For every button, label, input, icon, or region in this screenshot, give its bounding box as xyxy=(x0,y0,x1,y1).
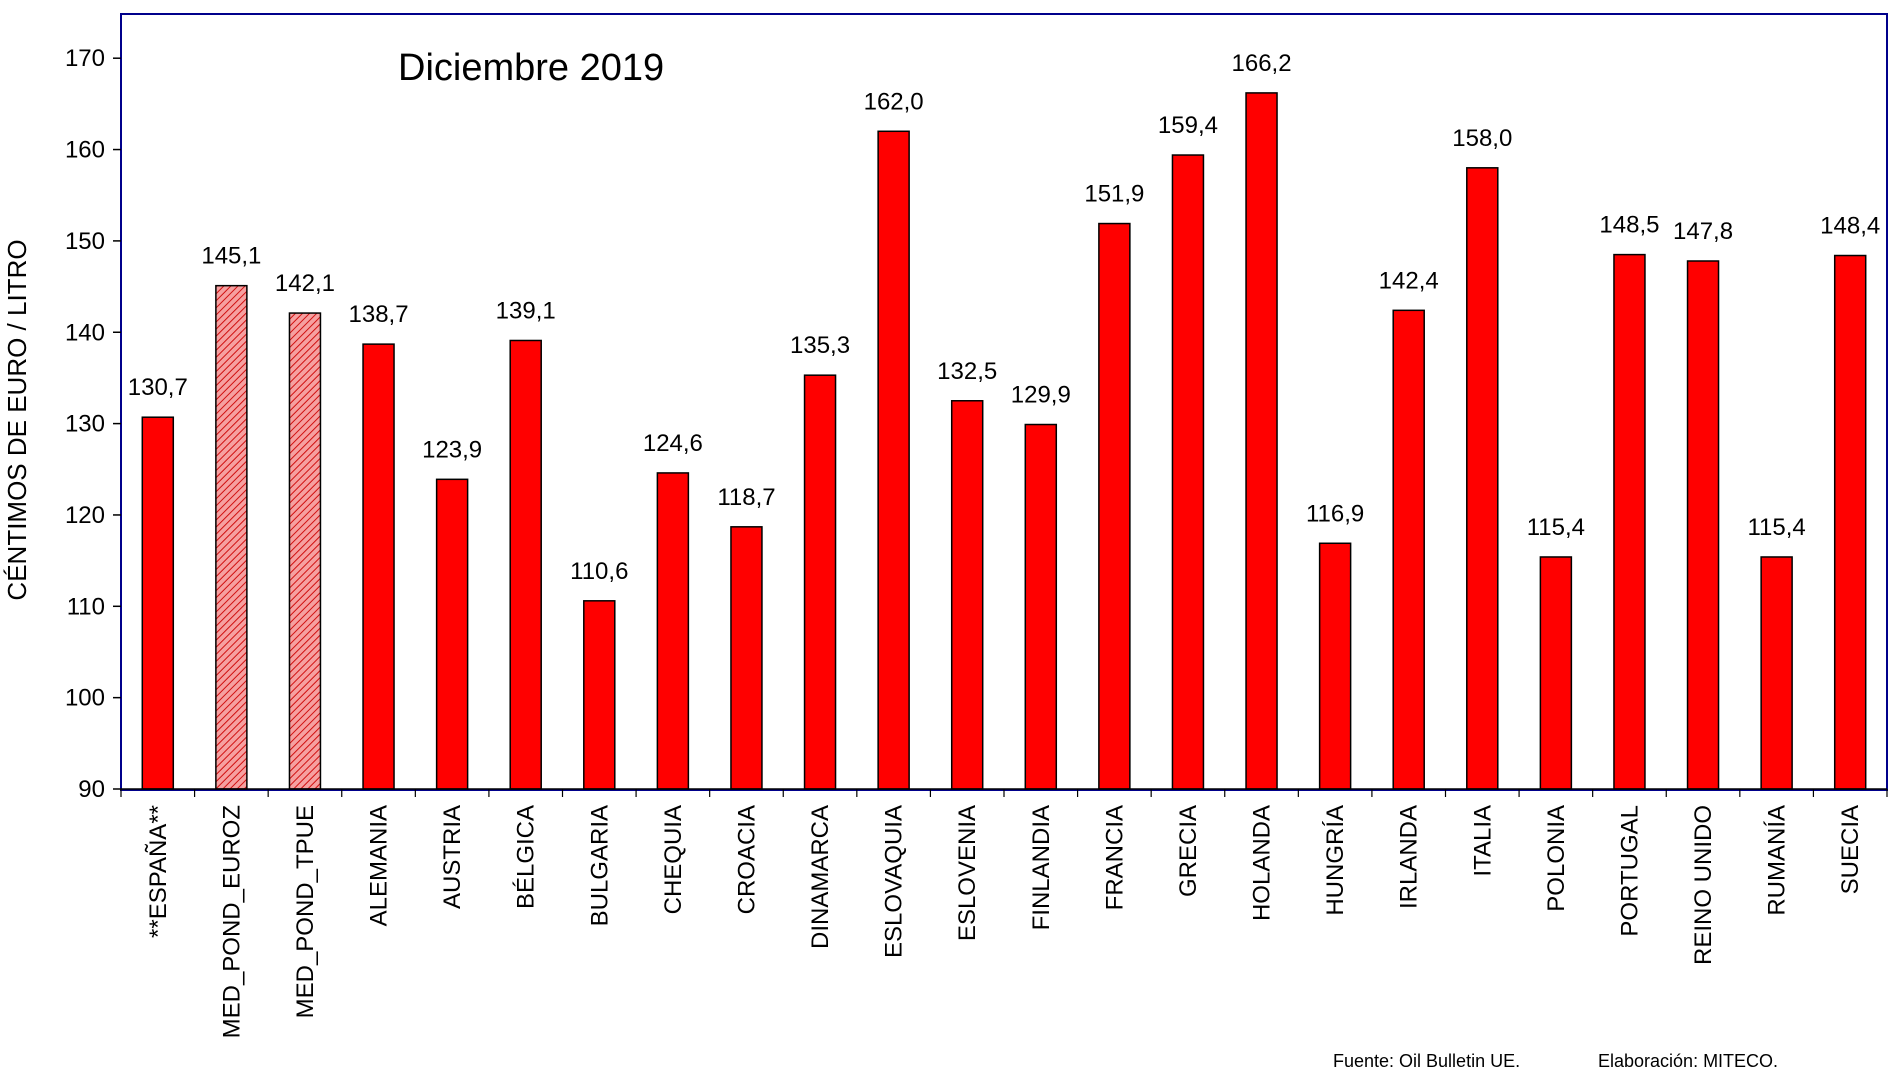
y-axis-label: CÉNTIMOS DE EURO / LITRO xyxy=(2,239,32,600)
bar xyxy=(509,339,542,790)
value-labels: 130,7 145,1 142,1 138,7 123,9 139,1 110,6 124,6… xyxy=(128,50,1880,585)
bar-value-label: 115,4 xyxy=(1527,514,1585,541)
bar-value-label: 110,6 xyxy=(570,558,628,585)
category-labels: **ESPAÑA** MED_POND_EUROZ MED_POND_TPUE ALE… xyxy=(145,805,1864,1038)
chart-title: Diciembre 2019 xyxy=(398,47,664,89)
bar-value-label: 142,1 xyxy=(275,270,335,297)
category-label: FRANCIA xyxy=(1101,805,1128,910)
y-tick-label: 130 xyxy=(65,411,105,438)
bar xyxy=(877,130,910,790)
category-label: IRLANDA xyxy=(1396,805,1423,909)
category-label: REINO UNIDO xyxy=(1690,805,1717,965)
category-label: MED_POND_EUROZ xyxy=(218,805,245,1038)
bar-value-label: 129,9 xyxy=(1011,382,1071,409)
y-tick-label: 90 xyxy=(78,776,105,803)
bar-value-label: 123,9 xyxy=(422,436,482,463)
bar-value-label: 132,5 xyxy=(937,358,997,385)
bar xyxy=(1686,260,1720,790)
category-label: DINAMARCA xyxy=(807,805,834,949)
bar xyxy=(950,400,984,790)
y-tick-label: 150 xyxy=(65,228,105,255)
category-label: ESLOVAQUIA xyxy=(881,805,908,958)
bar-value-label: 151,9 xyxy=(1084,181,1144,208)
bar-value-label: 158,0 xyxy=(1452,125,1512,152)
category-label: HOLANDA xyxy=(1249,805,1276,921)
y-tick-label: 110 xyxy=(67,593,105,620)
y-axis: 90 100 110 120 130 140 150 160 170 xyxy=(65,45,121,803)
bar xyxy=(730,526,763,790)
bar xyxy=(803,374,837,790)
bar-value-label: 162,0 xyxy=(864,88,924,115)
bar xyxy=(1760,556,1793,790)
bars xyxy=(120,92,1888,797)
bar xyxy=(1539,556,1573,790)
bar xyxy=(1245,92,1278,790)
y-tick-label: 100 xyxy=(65,685,105,712)
category-label: CROACIA xyxy=(733,805,760,914)
category-label: HUNGRÍA xyxy=(1322,805,1349,916)
category-label: AUSTRIA xyxy=(439,805,466,909)
category-label: **ESPAÑA** xyxy=(145,805,172,938)
bar-value-label: 138,7 xyxy=(349,301,409,328)
bar xyxy=(1098,222,1131,790)
category-label: MED_POND_TPUE xyxy=(292,805,319,1018)
bar-value-label: 166,2 xyxy=(1232,50,1292,77)
bar xyxy=(288,312,322,790)
footer-credit: Elaboración: MITECO. xyxy=(1598,1051,1778,1071)
bar xyxy=(1833,254,1867,790)
bar xyxy=(1466,167,1499,790)
category-label: RUMANÍA xyxy=(1764,805,1791,916)
bar xyxy=(362,343,395,790)
bar-value-label: 116,9 xyxy=(1306,500,1364,527)
category-label: BÉLGICA xyxy=(513,805,540,909)
bar-value-label: 135,3 xyxy=(790,332,850,359)
bar-value-label: 130,7 xyxy=(128,374,188,401)
bar-value-label: 148,5 xyxy=(1599,212,1659,239)
category-label: GRECIA xyxy=(1175,805,1202,897)
bar xyxy=(1613,253,1646,790)
category-label: ALEMANIA xyxy=(366,805,393,926)
bar xyxy=(1024,423,1058,790)
category-label: FINLANDIA xyxy=(1028,805,1055,930)
category-label: ITALIA xyxy=(1469,805,1496,877)
bar xyxy=(1318,542,1352,790)
y-tick-label: 120 xyxy=(65,502,105,529)
bar xyxy=(435,478,469,790)
bar-value-label: 139,1 xyxy=(496,297,556,324)
category-label: CHEQUIA xyxy=(660,805,687,914)
bar xyxy=(583,600,616,790)
category-label: BULGARIA xyxy=(586,805,613,926)
y-tick-label: 160 xyxy=(65,137,105,164)
bar-value-label: 145,1 xyxy=(201,243,261,270)
bar-value-label: 159,4 xyxy=(1158,112,1218,139)
y-tick-label: 140 xyxy=(65,319,105,346)
category-label: ESLOVENIA xyxy=(954,805,981,941)
bar-value-label: 147,8 xyxy=(1673,218,1733,245)
category-label: SUECIA xyxy=(1837,805,1864,894)
y-tick-label: 170 xyxy=(65,45,105,72)
bar xyxy=(141,416,175,790)
bar-value-label: 115,4 xyxy=(1747,514,1805,541)
bar-value-label: 118,7 xyxy=(717,484,775,511)
footer-source: Fuente: Oil Bulletin UE. xyxy=(1333,1051,1520,1071)
bar xyxy=(215,284,248,790)
bar-value-label: 142,4 xyxy=(1379,267,1439,294)
bar xyxy=(1392,309,1425,790)
bar-value-label: 148,4 xyxy=(1820,213,1880,240)
bar xyxy=(656,472,690,790)
category-label: POLONIA xyxy=(1543,805,1570,912)
category-label: PORTUGAL xyxy=(1616,805,1643,937)
bar xyxy=(1171,154,1205,790)
bar-value-label: 124,6 xyxy=(643,430,703,457)
